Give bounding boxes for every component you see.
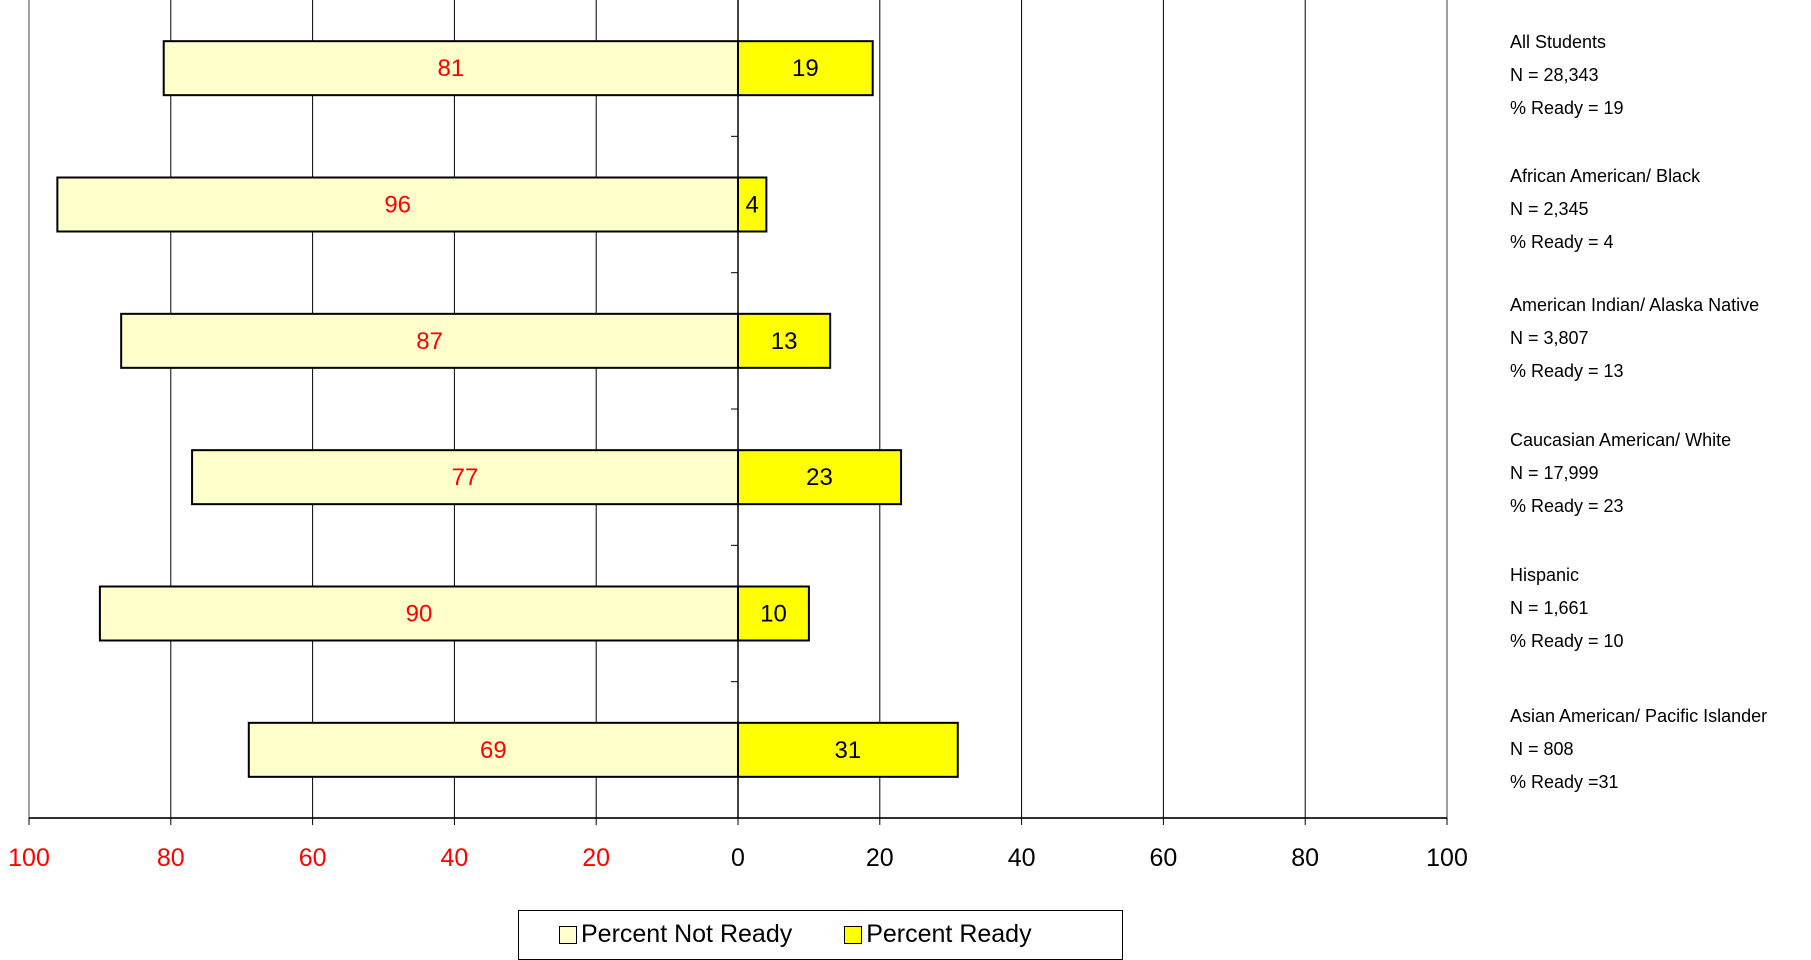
side-label-name: Hispanic xyxy=(1510,565,1580,585)
data-label-not-ready: 77 xyxy=(452,464,479,491)
legend-swatch-ready xyxy=(844,925,863,944)
side-label-ready: % Ready =31 xyxy=(1510,772,1619,792)
side-label-ready: % Ready = 13 xyxy=(1510,361,1624,381)
bar-not-ready xyxy=(98,585,739,642)
bar-ready xyxy=(737,312,832,369)
x-tick-label: 100 xyxy=(1426,844,1468,872)
x-tick-label: 80 xyxy=(1291,844,1319,872)
data-label-not-ready: 81 xyxy=(438,55,465,82)
legend: Percent Not Ready Percent Ready xyxy=(518,910,1123,960)
data-label-not-ready: 69 xyxy=(480,737,507,764)
side-label-n: N = 808 xyxy=(1510,739,1574,759)
side-label-n: N = 2,345 xyxy=(1510,199,1589,219)
data-label-ready: 19 xyxy=(792,55,819,82)
legend-item-ready: Percent Ready xyxy=(844,920,1032,949)
side-label-group-2: American Indian/ Alaska Native N = 3,807… xyxy=(1510,289,1759,388)
side-label-name: All Students xyxy=(1510,32,1607,52)
bar-ready xyxy=(737,721,959,778)
x-tick-label: 20 xyxy=(866,844,894,872)
side-label-ready: % Ready = 19 xyxy=(1510,98,1624,118)
data-label-ready: 23 xyxy=(806,464,833,491)
bar-ready xyxy=(737,40,874,97)
legend-item-not-ready: Percent Not Ready xyxy=(559,920,792,949)
legend-label-not-ready: Percent Not Ready xyxy=(581,920,793,948)
bar-ready xyxy=(737,176,768,233)
side-label-group-1: African American/ Black N = 2,345 % Read… xyxy=(1510,160,1700,259)
side-label-n: N = 28,343 xyxy=(1510,65,1599,85)
side-label-n: N = 1,661 xyxy=(1510,598,1589,618)
side-label-name: Caucasian American/ White xyxy=(1510,430,1732,450)
data-label-not-ready: 87 xyxy=(416,328,443,355)
side-label-name: Asian American/ Pacific Islander xyxy=(1510,706,1768,726)
data-label-ready: 31 xyxy=(835,737,862,764)
side-label-group-3: Caucasian American/ White N = 17,999 % R… xyxy=(1510,424,1731,523)
side-label-name: American Indian/ Alaska Native xyxy=(1510,295,1760,315)
legend-swatch-not-ready xyxy=(559,925,577,944)
data-label-ready: 13 xyxy=(771,328,798,355)
side-label-ready: % Ready = 10 xyxy=(1510,631,1624,651)
side-label-name: African American/ Black xyxy=(1510,166,1701,186)
side-label-group-5: Asian American/ Pacific Islander N = 808… xyxy=(1510,700,1767,799)
x-tick-label: 80 xyxy=(157,844,185,872)
side-label-ready: % Ready = 4 xyxy=(1510,232,1614,252)
bar-ready xyxy=(737,585,810,642)
x-tick-label: 20 xyxy=(582,844,610,872)
data-label-not-ready: 90 xyxy=(406,601,433,628)
side-label-group-0: All Students N = 28,343 % Ready = 19 xyxy=(1510,26,1624,125)
bar-not-ready xyxy=(56,176,740,233)
x-tick-label: 60 xyxy=(299,844,327,872)
side-label-group-4: Hispanic N = 1,661 % Ready = 10 xyxy=(1510,559,1624,658)
x-tick-label: 40 xyxy=(440,844,468,872)
x-tick-label: 40 xyxy=(1008,844,1036,872)
side-label-n: N = 3,807 xyxy=(1510,328,1589,348)
side-label-n: N = 17,999 xyxy=(1510,463,1599,483)
legend-label-ready: Percent Ready xyxy=(866,920,1032,948)
x-tick-label: 0 xyxy=(731,844,745,872)
data-label-not-ready: 96 xyxy=(384,192,411,219)
side-label-ready: % Ready = 23 xyxy=(1510,496,1624,516)
data-label-ready: 4 xyxy=(746,192,759,219)
x-tick-label: 100 xyxy=(8,844,50,872)
data-label-ready: 10 xyxy=(760,601,787,628)
x-tick-label: 60 xyxy=(1149,844,1177,872)
